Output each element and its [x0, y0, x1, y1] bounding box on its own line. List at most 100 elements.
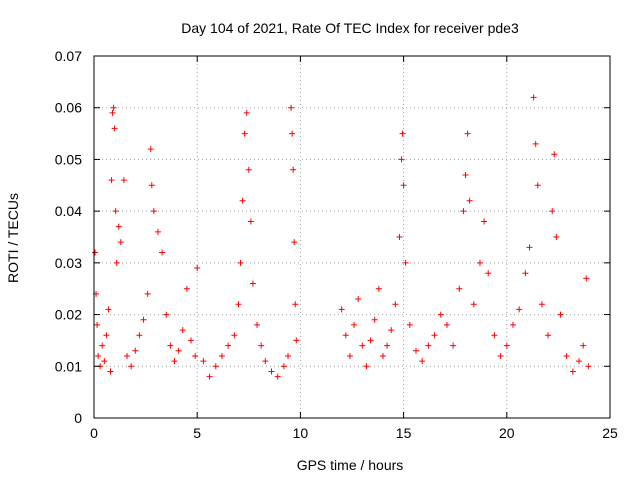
data-point — [396, 234, 403, 240]
data-point — [388, 327, 395, 334]
data-point — [371, 316, 378, 323]
data-point — [379, 352, 386, 359]
data-point — [485, 270, 492, 277]
data-point — [538, 301, 545, 308]
data-point — [481, 218, 488, 225]
data-point — [460, 208, 467, 215]
data-point — [128, 363, 135, 370]
data-point — [351, 321, 358, 328]
data-point — [443, 321, 450, 328]
data-point — [218, 352, 225, 359]
data-point — [231, 332, 238, 339]
data-point — [241, 130, 248, 137]
data-point — [132, 347, 139, 354]
chart-title: Day 104 of 2021, Rate Of TEC Index for r… — [181, 20, 519, 36]
data-point — [92, 249, 99, 256]
data-point — [503, 342, 510, 349]
data-point — [167, 342, 174, 349]
data-point — [144, 290, 151, 297]
x-tick-label: 5 — [193, 425, 201, 441]
grid — [94, 56, 610, 418]
data-point — [291, 239, 298, 246]
data-point — [101, 358, 108, 365]
data-point — [532, 140, 539, 147]
y-tick-label: 0.02 — [55, 307, 82, 323]
data-point — [470, 301, 477, 308]
data-point — [288, 104, 295, 111]
y-tick-label: 0.03 — [55, 255, 82, 271]
y-tick-label: 0 — [74, 410, 82, 426]
data-point — [384, 342, 391, 349]
data-point — [355, 296, 362, 303]
y-tick-label: 0.01 — [55, 358, 82, 374]
data-point — [262, 358, 269, 365]
data-point — [268, 368, 275, 375]
x-tick-label: 20 — [499, 425, 515, 441]
data-point — [247, 218, 254, 225]
data-point — [94, 321, 101, 328]
data-point — [163, 311, 170, 318]
data-point — [425, 342, 432, 349]
data-point — [188, 337, 195, 344]
data-point — [108, 177, 115, 184]
data-point — [569, 368, 576, 375]
axis-ticks: 0 5 10 15 20 25 0 0.01 0.02 0.03 0.04 0.05 0.06 0.07 — [55, 48, 618, 441]
y-tick-label: 0.07 — [55, 48, 82, 64]
data-point — [235, 301, 242, 308]
data-point — [245, 166, 252, 173]
data-point — [95, 352, 102, 359]
plot-frame — [93, 55, 611, 419]
data-point — [491, 332, 498, 339]
data-point — [549, 208, 556, 215]
data-point — [402, 259, 409, 266]
y-tick-label: 0.05 — [55, 151, 82, 167]
data-point — [107, 368, 114, 375]
data-point — [237, 259, 244, 266]
data-point — [456, 285, 463, 292]
data-point — [346, 352, 353, 359]
data-point — [292, 301, 299, 308]
data-point — [580, 342, 587, 349]
data-point — [192, 352, 199, 359]
data-point — [530, 94, 537, 101]
data-point — [497, 352, 504, 359]
data-point — [280, 363, 287, 370]
data-point — [431, 332, 438, 339]
data-point — [522, 270, 529, 277]
data-point — [258, 342, 265, 349]
data-point — [148, 182, 155, 189]
data-point — [293, 337, 300, 344]
data-point — [450, 342, 457, 349]
data-point — [103, 332, 110, 339]
data-point — [110, 104, 117, 111]
y-tick-label: 0.06 — [55, 100, 82, 116]
data-point — [274, 373, 281, 380]
data-point — [476, 259, 483, 266]
data-point — [112, 208, 119, 215]
x-tick-label: 0 — [90, 425, 98, 441]
data-point — [124, 352, 131, 359]
data-point — [243, 109, 250, 116]
data-point — [150, 208, 157, 215]
data-point — [225, 342, 232, 349]
data-point — [466, 197, 473, 204]
x-tick-label: 25 — [602, 425, 618, 441]
data-point — [392, 301, 399, 308]
data-point — [367, 337, 374, 344]
data-point — [117, 239, 124, 246]
data-point — [437, 311, 444, 318]
data-point — [516, 306, 523, 313]
data-point — [254, 321, 261, 328]
y-axis-label: ROTI / TECUs — [5, 193, 21, 283]
data-point — [583, 275, 590, 282]
data-point — [113, 259, 120, 266]
data-point — [175, 347, 182, 354]
data-point — [212, 363, 219, 370]
x-tick-label: 15 — [396, 425, 412, 441]
data-point — [419, 358, 426, 365]
data-point — [412, 347, 419, 354]
data-point — [526, 244, 533, 251]
data-point — [585, 363, 592, 370]
data-point — [363, 363, 370, 370]
